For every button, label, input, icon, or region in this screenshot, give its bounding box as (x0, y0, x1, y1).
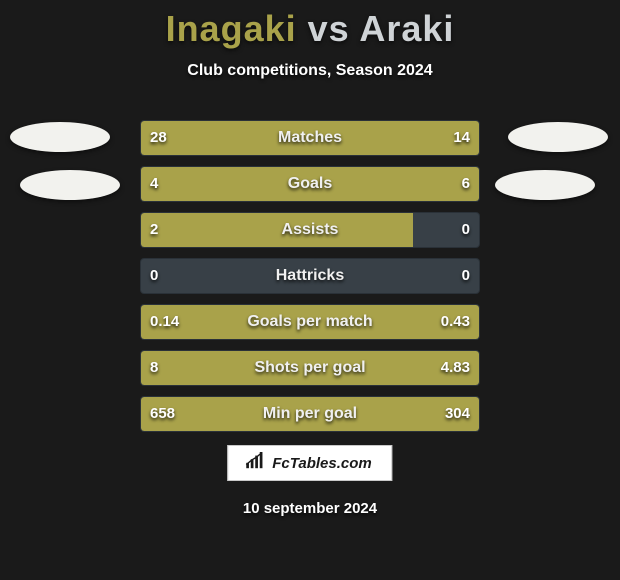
bar-left (141, 351, 352, 385)
comparison-infographic: Inagaki vs Araki Club competitions, Seas… (0, 0, 620, 580)
player1-name: Inagaki (166, 8, 297, 49)
bar-right (370, 397, 479, 431)
chart-icon (244, 452, 266, 474)
brand-text: FcTables.com (272, 455, 371, 472)
bar-track (140, 212, 480, 248)
stat-row: Min per goal658304 (0, 396, 620, 432)
stat-row: Assists20 (0, 212, 620, 248)
bar-left (141, 121, 369, 155)
stat-row: Matches2814 (0, 120, 620, 156)
bar-track (140, 350, 480, 386)
bar-right (367, 121, 479, 155)
stat-row: Shots per goal84.83 (0, 350, 620, 386)
bar-right (275, 167, 479, 201)
bar-right (224, 305, 479, 339)
bar-track (140, 166, 480, 202)
stat-row: Goals per match0.140.43 (0, 304, 620, 340)
date-text: 10 september 2024 (0, 500, 620, 517)
stat-row: Hattricks00 (0, 258, 620, 294)
bar-track (140, 258, 480, 294)
brand-box[interactable]: FcTables.com (227, 445, 392, 481)
bar-right (350, 351, 479, 385)
player2-name: Araki (359, 8, 454, 49)
page-title: Inagaki vs Araki (0, 0, 620, 50)
bar-left (141, 213, 413, 247)
bar-track (140, 120, 480, 156)
bar-track (140, 396, 480, 432)
bar-left (141, 305, 226, 339)
bar-left (141, 167, 277, 201)
bar-left (141, 397, 372, 431)
vs-text: vs (308, 8, 350, 49)
stat-row: Goals46 (0, 166, 620, 202)
stats-rows: Matches2814 Goals46 Assists20 Hattricks00 Go… (0, 120, 620, 442)
subtitle: Club competitions, Season 2024 (0, 62, 620, 80)
bar-track (140, 304, 480, 340)
